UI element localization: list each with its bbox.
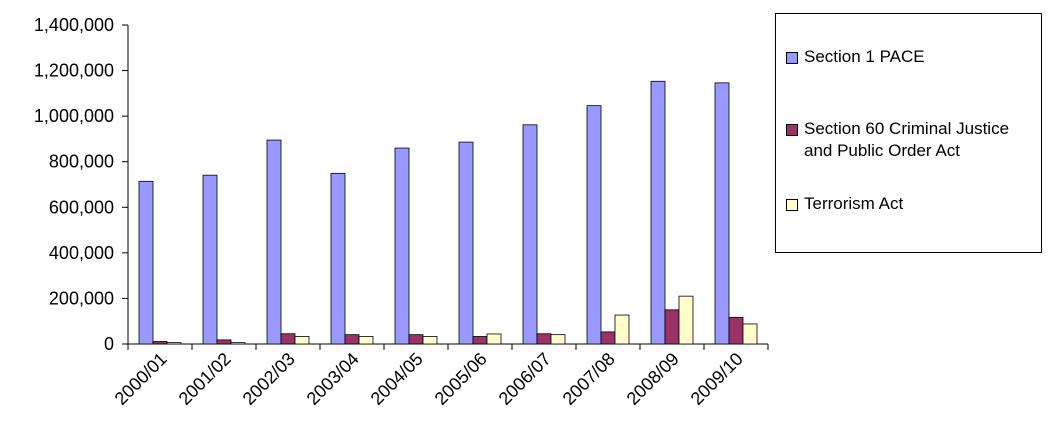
bar-section1-pace [394, 147, 410, 345]
legend-item-section60: Section 60 Criminal Justice and Public O… [786, 118, 1009, 162]
x-tick-label: 2002/03 [239, 349, 299, 409]
legend-swatch-terrorism [786, 199, 798, 211]
bar-section60-cjpoa [280, 333, 296, 345]
bar-section60-cjpoa [152, 341, 168, 345]
bar-terrorism-act [678, 295, 694, 345]
bar-section60-cjpoa [536, 333, 552, 345]
bar-terrorism-act [358, 336, 374, 345]
bar-section60-cjpoa [408, 334, 424, 345]
bar-section1-pace [138, 180, 154, 345]
x-tick-label: 2004/05 [367, 349, 427, 409]
bar-section60-cjpoa [216, 339, 232, 345]
bar-terrorism-act [742, 323, 758, 345]
y-tick-label: 0 [104, 334, 114, 354]
bar-section60-cjpoa [728, 316, 744, 345]
bar-section1-pace [202, 174, 218, 345]
bar-section1-pace [330, 172, 346, 345]
bars [138, 80, 758, 345]
x-tick-label: 2009/10 [687, 349, 747, 409]
x-tick-label: 2001/02 [175, 349, 235, 409]
legend-swatch-section1 [786, 52, 798, 64]
legend-label-section60: Section 60 Criminal Justice and Public O… [804, 119, 1010, 160]
bar-section1-pace [458, 141, 474, 345]
bar-terrorism-act [294, 336, 310, 345]
y-axis: 0 200,000 400,000 600,000 800,000 1,000,000 1,… [34, 15, 129, 354]
bar-section60-cjpoa [664, 309, 680, 345]
bar-section1-pace [266, 139, 282, 345]
x-tick-label: 2006/07 [495, 349, 555, 409]
legend-item-section1: Section 1 PACE [786, 46, 925, 68]
y-tick-label: 600,000 [49, 197, 114, 217]
bar-section1-pace [522, 124, 538, 345]
bar-section60-cjpoa [344, 334, 360, 345]
bar-terrorism-act [550, 334, 566, 345]
x-tick-label: 2007/08 [559, 349, 619, 409]
y-tick-label: 200,000 [49, 288, 114, 308]
x-axis: 2000/01 2001/02 2002/03 2003/04 2004/05 2005/… [111, 343, 769, 409]
bar-section1-pace [650, 80, 666, 345]
y-tick-label: 800,000 [49, 152, 114, 172]
bar-section60-cjpoa [472, 336, 488, 345]
x-tick-label: 2003/04 [303, 349, 363, 409]
bar-terrorism-act [230, 342, 246, 345]
x-tick-label: 2008/09 [623, 349, 683, 409]
bar-terrorism-act [486, 333, 502, 345]
y-tick-label: 1,400,000 [34, 15, 114, 35]
bar-section1-pace [714, 82, 730, 345]
y-tick-label: 1,200,000 [34, 61, 114, 81]
bar-section1-pace [586, 105, 602, 345]
legend-swatch-section60 [786, 124, 798, 136]
bar-terrorism-act [166, 342, 182, 345]
x-tick-label: 2000/01 [111, 349, 171, 409]
bar-terrorism-act [422, 336, 438, 345]
y-tick-label: 1,000,000 [34, 106, 114, 126]
legend-label-terrorism: Terrorism Act [804, 194, 904, 213]
legend: Section 1 PACE Section 60 Criminal Justi… [775, 13, 1042, 253]
legend-item-terrorism: Terrorism Act [786, 193, 903, 215]
legend-label-section1: Section 1 PACE [804, 47, 925, 66]
bar-terrorism-act [614, 314, 630, 345]
bar-section60-cjpoa [600, 331, 616, 345]
x-tick-label: 2005/06 [431, 349, 491, 409]
y-tick-label: 400,000 [49, 243, 114, 263]
